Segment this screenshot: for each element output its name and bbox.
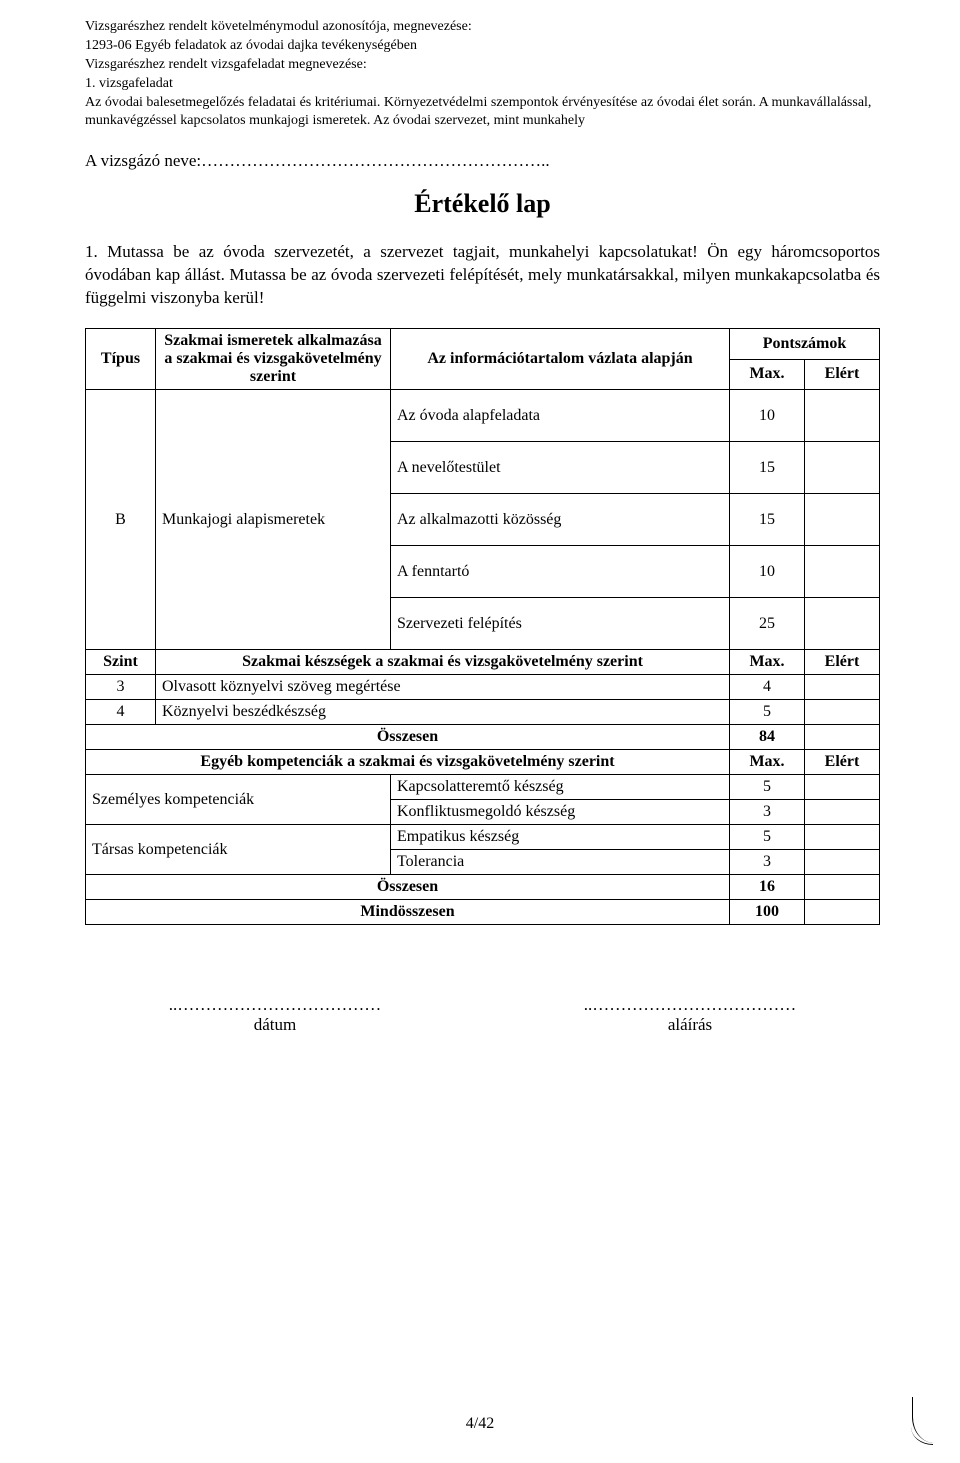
type-b-text: Munkajogi alapismeretek [156,390,391,650]
signature-date-label: dátum [145,1015,405,1035]
doc-title: Értékelő lap [85,189,880,219]
szint-val: 3 [86,675,156,700]
szint-item-elert [805,675,880,700]
egyeb-elert: Elért [805,750,880,775]
szint-header: Szint [86,650,156,675]
komp-elert [805,775,880,800]
evaluation-table: Típus Szakmai ismeretek alkalmazása a sz… [85,328,880,925]
item-label: Az óvoda alapfeladata [391,390,730,442]
item-max: 10 [730,390,805,442]
komp-max: 3 [730,800,805,825]
item-elert [805,442,880,494]
mindosszesen-elert [805,900,880,925]
header-line: 1293-06 Egyéb feladatok az óvodai dajka … [85,37,880,56]
komp-item: Tolerancia [391,850,730,875]
szint-item-label: Olvasott köznyelvi szöveg megértése [156,675,730,700]
komp-elert [805,800,880,825]
komp-max: 5 [730,825,805,850]
item-elert [805,546,880,598]
corner-mark-icon [912,1397,952,1443]
item-label: A fenntartó [391,546,730,598]
egyeb-max: Max. [730,750,805,775]
header-line: Vizsgarészhez rendelt követelménymodul a… [85,18,880,37]
komp-cat: Társas kompetenciák [86,825,391,875]
col-header-tipus: Típus [86,329,156,390]
signature-dots: ..……………………………… [560,995,820,1015]
item-elert [805,598,880,650]
egyeb-label: Egyéb kompetenciák a szakmai és vizsgakö… [86,750,730,775]
komp-item: Konfliktusmegoldó készség [391,800,730,825]
page-number: 4/42 [0,1415,960,1433]
mindosszesen-label: Mindösszesen [86,900,730,925]
mindosszesen-val: 100 [730,900,805,925]
item-label: Szervezeti felépítés [391,598,730,650]
item-elert [805,390,880,442]
osszesen-val: 84 [730,725,805,750]
item-label: Az alkalmazotti közösség [391,494,730,546]
komp-item: Empatikus készség [391,825,730,850]
osszesen2-label: Összesen [86,875,730,900]
osszesen2-val: 16 [730,875,805,900]
header-block: Vizsgarészhez rendelt követelménymodul a… [85,18,880,131]
candidate-name-line: A vizsgázó neve:…………………………………………………….. [85,151,880,171]
header-line: 1. vizsgafeladat [85,75,880,94]
szint-item-label: Köznyelvi beszédkészség [156,700,730,725]
col-header-pontszamok: Pontszámok [730,329,880,360]
szint-item-elert [805,700,880,725]
osszesen2-elert [805,875,880,900]
szint-val: 4 [86,700,156,725]
komp-cat: Személyes kompetenciák [86,775,391,825]
signature-dots: ..……………………………… [145,995,405,1015]
komp-max: 3 [730,850,805,875]
szint-item-max: 4 [730,675,805,700]
komp-max: 5 [730,775,805,800]
type-b-cell: B [86,390,156,650]
signature-sign-label: aláírás [560,1015,820,1035]
signature-block: ..……………………………… dátum ..……………………………… aláí… [85,995,880,1035]
item-label: A nevelőtestület [391,442,730,494]
item-max: 15 [730,494,805,546]
col-header-info: Az információtartalom vázlata alapján [391,329,730,390]
szint-elert: Elért [805,650,880,675]
osszesen-label: Összesen [86,725,730,750]
item-elert [805,494,880,546]
col-header-elert: Elért [805,359,880,390]
item-max: 25 [730,598,805,650]
szint-label: Szakmai készségek a szakmai és vizsgaköv… [156,650,730,675]
header-line: Az óvodai balesetmegelőzés feladatai és … [85,94,880,132]
col-header-szakmai: Szakmai ismeretek alkalmazása a szakmai … [156,329,391,390]
item-max: 10 [730,546,805,598]
komp-elert [805,850,880,875]
szint-max: Max. [730,650,805,675]
szint-item-max: 5 [730,700,805,725]
osszesen-elert [805,725,880,750]
item-max: 15 [730,442,805,494]
komp-elert [805,825,880,850]
header-line: Vizsgarészhez rendelt vizsgafeladat megn… [85,56,880,75]
komp-item: Kapcsolatteremtő készség [391,775,730,800]
question-text: 1. Mutassa be az óvoda szervezetét, a sz… [85,241,880,310]
col-header-max: Max. [730,359,805,390]
